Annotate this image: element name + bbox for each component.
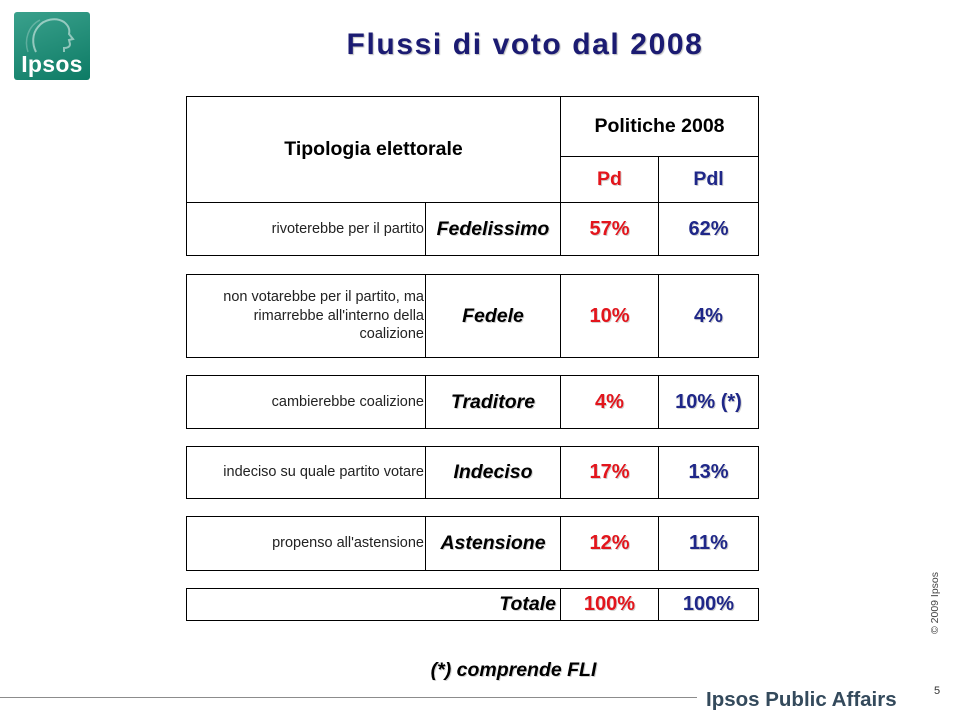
row-category: Traditore (426, 376, 561, 428)
slide-title: Flussi di voto dal 2008 (346, 28, 704, 61)
logo-head-icon (25, 18, 75, 53)
table-header-politiche-2008: Politiche 2008 (561, 97, 758, 157)
total-label: Totale (187, 589, 561, 620)
row-category: Indeciso (426, 447, 561, 498)
cell-pd: 12% (561, 517, 659, 570)
total-pdl: 100% (682, 593, 735, 615)
cell-pdl: 13% (688, 461, 729, 483)
ipsos-logo: Ipsos (14, 12, 90, 80)
page-number: 5 (933, 685, 941, 697)
row-description: propenso all'astensione (187, 517, 426, 570)
column-header-pd: Pd (561, 157, 659, 203)
column-header-pdl: Pdl (659, 157, 758, 203)
table-header-tipologia: Tipologia elettorale (187, 97, 561, 203)
row-description: cambierebbe coalizione (187, 376, 426, 428)
cell-pd: 57% (561, 203, 659, 255)
table-row: cambierebbe coalizione Traditore 4% 10% … (186, 375, 759, 429)
cell-pdl: 10% (*) (675, 390, 742, 413)
table-total-row: Totale 100% 100% (186, 588, 759, 621)
row-description: rivoterebbe per il partito (187, 203, 426, 255)
cell-pd: 17% (561, 447, 659, 498)
cell-pdl: 62% (688, 217, 729, 240)
logo-text: Ipsos (21, 51, 83, 77)
footer-divider (0, 697, 697, 698)
cell-pd: 4% (561, 376, 659, 428)
cell-pd: 10% (561, 275, 659, 357)
row-description: non votarebbe per il partito, ma rimarre… (187, 275, 426, 357)
row-category: Fedelissimo (426, 203, 561, 255)
copyright-text: © 2009 Ipsos (929, 571, 941, 635)
table-header-block: Tipologia elettorale Politiche 2008 Pd P… (186, 96, 759, 256)
table-row: indeciso su quale partito votare Indecis… (186, 446, 759, 499)
cell-pdl: 11% (689, 532, 728, 554)
total-pd: 100% (561, 589, 659, 620)
cell-pdl: 4% (694, 304, 723, 327)
row-category: Fedele (426, 275, 561, 357)
row-category: Astensione (426, 517, 561, 570)
table-row: propenso all'astensione Astensione 12% 1… (186, 516, 759, 571)
footnote: (*) comprende FLI (430, 659, 597, 681)
footer-brand: Ipsos Public Affairs (706, 688, 897, 711)
table-row: non votarebbe per il partito, ma rimarre… (186, 274, 759, 358)
row-description: indeciso su quale partito votare (187, 447, 426, 498)
